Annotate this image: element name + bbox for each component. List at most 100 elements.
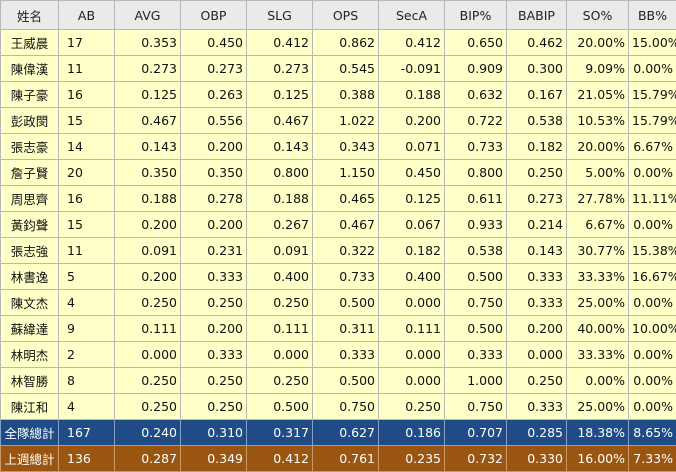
stat-avg-cell: 0.467: [115, 108, 181, 134]
column-header-slg[interactable]: SLG: [247, 1, 313, 30]
stat-seca-cell: 0.200: [379, 108, 445, 134]
stat-babip-cell: 0.330: [507, 446, 567, 472]
stat-so-cell: 0.00%: [567, 368, 629, 394]
stat-babip-cell: 0.538: [507, 108, 567, 134]
stat-seca-cell: 0.000: [379, 368, 445, 394]
player-name-cell: 張志豪: [1, 134, 59, 160]
stat-ops-cell: 0.500: [313, 368, 379, 394]
stat-slg-cell: 0.267: [247, 212, 313, 238]
stat-obp-cell: 0.556: [181, 108, 247, 134]
player-name-cell: 周思齊: [1, 186, 59, 212]
stat-so-cell: 5.00%: [567, 160, 629, 186]
player-name-cell: 蘇緯達: [1, 316, 59, 342]
stat-bip-cell: 0.538: [445, 238, 507, 264]
stat-ops-cell: 0.500: [313, 290, 379, 316]
stat-ab-cell: 16: [59, 82, 115, 108]
column-header-obp[interactable]: OBP: [181, 1, 247, 30]
column-header-ops[interactable]: OPS: [313, 1, 379, 30]
stat-so-cell: 9.09%: [567, 56, 629, 82]
stat-so-cell: 6.67%: [567, 212, 629, 238]
stat-slg-cell: 0.400: [247, 264, 313, 290]
stat-ab-cell: 14: [59, 134, 115, 160]
column-header-so[interactable]: SO%: [567, 1, 629, 30]
column-header-bb[interactable]: BB%: [629, 1, 676, 30]
stat-slg-cell: 0.800: [247, 160, 313, 186]
stat-seca-cell: 0.235: [379, 446, 445, 472]
stat-slg-cell: 0.317: [247, 420, 313, 446]
stat-bb-cell: 15.38%: [629, 238, 676, 264]
stat-ops-cell: 0.761: [313, 446, 379, 472]
stat-so-cell: 30.77%: [567, 238, 629, 264]
stat-ops-cell: 0.733: [313, 264, 379, 290]
stat-so-cell: 20.00%: [567, 30, 629, 56]
stat-babip-cell: 0.000: [507, 342, 567, 368]
stat-seca-cell: 0.071: [379, 134, 445, 160]
column-header-bip[interactable]: BIP%: [445, 1, 507, 30]
stat-ab-cell: 167: [59, 420, 115, 446]
stat-slg-cell: 0.250: [247, 368, 313, 394]
stat-bb-cell: 10.00%: [629, 316, 676, 342]
stat-babip-cell: 0.462: [507, 30, 567, 56]
stat-bip-cell: 1.000: [445, 368, 507, 394]
stat-seca-cell: 0.067: [379, 212, 445, 238]
player-name-cell: 張志強: [1, 238, 59, 264]
stat-obp-cell: 0.250: [181, 368, 247, 394]
stat-avg-cell: 0.200: [115, 264, 181, 290]
stat-babip-cell: 0.300: [507, 56, 567, 82]
stat-bip-cell: 0.750: [445, 394, 507, 420]
stat-so-cell: 18.38%: [567, 420, 629, 446]
stat-ab-cell: 17: [59, 30, 115, 56]
stat-bip-cell: 0.500: [445, 316, 507, 342]
column-header-avg[interactable]: AVG: [115, 1, 181, 30]
stat-babip-cell: 0.333: [507, 394, 567, 420]
stat-obp-cell: 0.333: [181, 264, 247, 290]
stat-seca-cell: 0.450: [379, 160, 445, 186]
stat-seca-cell: 0.186: [379, 420, 445, 446]
stat-babip-cell: 0.250: [507, 368, 567, 394]
stat-so-cell: 16.00%: [567, 446, 629, 472]
stat-bb-cell: 15.79%: [629, 108, 676, 134]
stat-slg-cell: 0.111: [247, 316, 313, 342]
column-header-babip[interactable]: BABIP: [507, 1, 567, 30]
stat-bb-cell: 0.00%: [629, 368, 676, 394]
stat-bb-cell: 15.79%: [629, 82, 676, 108]
player-name-cell: 陳江和: [1, 394, 59, 420]
stat-bb-cell: 11.11%: [629, 186, 676, 212]
column-header-ab[interactable]: AB: [59, 1, 115, 30]
stat-seca-cell: 0.111: [379, 316, 445, 342]
stat-bb-cell: 0.00%: [629, 160, 676, 186]
stat-ops-cell: 0.333: [313, 342, 379, 368]
player-name-cell: 林明杰: [1, 342, 59, 368]
stat-babip-cell: 0.273: [507, 186, 567, 212]
stat-seca-cell: 0.000: [379, 290, 445, 316]
stat-babip-cell: 0.333: [507, 290, 567, 316]
player-name-cell: 上週總計: [1, 446, 59, 472]
player-name-cell: 全隊總計: [1, 420, 59, 446]
stat-ab-cell: 9: [59, 316, 115, 342]
stat-seca-cell: 0.400: [379, 264, 445, 290]
stat-obp-cell: 0.278: [181, 186, 247, 212]
stat-ab-cell: 136: [59, 446, 115, 472]
stat-ops-cell: 0.322: [313, 238, 379, 264]
stat-so-cell: 40.00%: [567, 316, 629, 342]
stat-ab-cell: 15: [59, 212, 115, 238]
column-header-name[interactable]: 姓名: [1, 1, 59, 30]
stat-bb-cell: 15.00%: [629, 30, 676, 56]
stat-avg-cell: 0.111: [115, 316, 181, 342]
stat-bb-cell: 0.00%: [629, 342, 676, 368]
stat-bb-cell: 0.00%: [629, 394, 676, 420]
column-header-seca[interactable]: SecA: [379, 1, 445, 30]
stat-slg-cell: 0.000: [247, 342, 313, 368]
stat-so-cell: 25.00%: [567, 290, 629, 316]
stat-so-cell: 20.00%: [567, 134, 629, 160]
stat-bip-cell: 0.722: [445, 108, 507, 134]
stat-slg-cell: 0.467: [247, 108, 313, 134]
stat-avg-cell: 0.125: [115, 82, 181, 108]
